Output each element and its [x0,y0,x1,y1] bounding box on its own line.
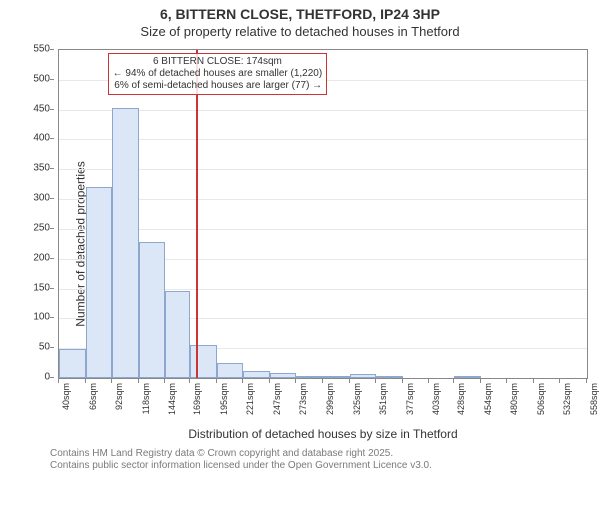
y-tick-label: 200 [33,252,50,263]
x-tick-label: 506sqm [536,383,546,415]
x-tick-label: 480sqm [509,383,519,415]
y-tick-label: 550 [33,44,50,55]
y-tick-label: 300 [33,193,50,204]
y-tick-label: 350 [33,163,50,174]
x-tick-label: 118sqm [141,383,151,414]
annotation-line-2: ← 94% of detached houses are smaller (1,… [113,68,323,80]
plot-region: 6 BITTERN CLOSE: 174sqm ← 94% of detache… [58,49,588,379]
chart-subtitle: Size of property relative to detached ho… [0,24,600,39]
y-tick-label: 100 [33,312,50,323]
overlay: 6 BITTERN CLOSE: 174sqm ← 94% of detache… [59,50,587,378]
chart-area: Number of detached properties 0501001502… [0,41,600,446]
y-tick-label: 400 [33,133,50,144]
x-axis-ticks: 40sqm 66sqm 92sqm 118sqm 144sqm 169sqm 195sqm 2… [58,379,588,431]
x-tick-label: 532sqm [562,383,572,415]
x-tick-label: 169sqm [192,383,202,415]
x-tick-label: 40sqm [61,383,71,410]
x-tick-label: 299sqm [325,383,335,415]
x-tick-label: 144sqm [167,383,177,415]
y-tick-label: 150 [33,282,50,293]
y-tick-label: 500 [33,73,50,84]
x-tick-label: 454sqm [483,383,493,415]
footer: Contains HM Land Registry data © Crown c… [0,446,600,476]
chart-title: 6, BITTERN CLOSE, THETFORD, IP24 3HP [0,6,600,22]
x-tick-label: 221sqm [245,383,255,415]
y-tick-label: 450 [33,103,50,114]
annotation-line-3: 6% of semi-detached houses are larger (7… [113,80,323,92]
x-tick-label: 66sqm [88,383,98,410]
footer-line-1: Contains HM Land Registry data © Crown c… [50,448,592,460]
y-axis-ticks: 050100150200250300350400450500550 [0,49,54,379]
x-tick-label: 351sqm [378,383,388,415]
x-tick-label: 403sqm [431,383,441,415]
x-tick-label: 558sqm [589,383,599,415]
y-tick-label: 250 [33,222,50,233]
reference-line [196,50,198,378]
x-tick-label: 325sqm [352,383,362,415]
x-tick-label: 273sqm [298,383,308,415]
x-tick-label: 428sqm [456,383,466,415]
x-tick-label: 195sqm [219,383,229,415]
x-tick-label: 92sqm [114,383,124,410]
y-tick-label: 50 [39,342,50,353]
x-tick-label: 377sqm [405,383,415,415]
x-axis-label: Distribution of detached houses by size … [58,427,588,441]
annotation-box: 6 BITTERN CLOSE: 174sqm ← 94% of detache… [108,53,328,95]
annotation-line-1: 6 BITTERN CLOSE: 174sqm [113,56,323,68]
x-tick-label: 247sqm [272,383,282,415]
footer-line-2: Contains public sector information licen… [50,460,592,472]
